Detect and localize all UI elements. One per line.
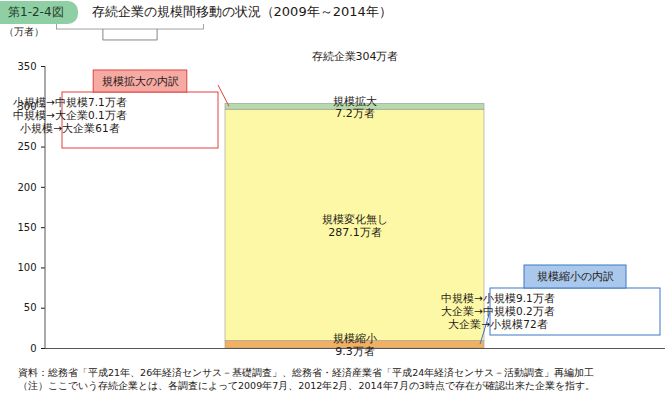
svg-text:存続企業304万者: 存続企業304万者 (312, 50, 399, 63)
svg-text:250: 250 (17, 141, 36, 152)
svg-text:小規模→中規模7.1万者: 小規模→中規模7.1万者 (13, 96, 127, 108)
svg-text:0: 0 (30, 343, 36, 354)
svg-text:規模変化無し287.1万者: 規模変化無し287.1万者 (322, 213, 388, 239)
svg-text:小規模→大企業61者: 小規模→大企業61者 (20, 122, 119, 134)
svg-text:規模縮小9.3万者: 規模縮小9.3万者 (333, 332, 377, 358)
svg-text:規模縮小の内訳: 規模縮小の内訳 (537, 270, 614, 283)
svg-text:大企業→小規模72者: 大企業→小規模72者 (448, 318, 547, 330)
svg-text:200: 200 (17, 182, 36, 193)
html-text:（注）ここでいう存続企業とは、各調査によって2009年7月、: （注）ここでいう存続企業とは、各調査によって2009年7月、2012年2月、20… (18, 380, 595, 391)
svg-text:中規模→小規模9.1万者: 中規模→小規模9.1万者 (441, 292, 555, 304)
svg-text:規模拡大の内訳: 規模拡大の内訳 (102, 75, 179, 88)
html-text:存続企業の規模間移動の状況（2009年～2014年）: 存続企業の規模間移動の状況（2009年～2014年） (91, 4, 392, 19)
svg-text:規模拡大7.2万者: 規模拡大7.2万者 (333, 95, 377, 121)
svg-text:50: 50 (24, 302, 37, 313)
html-text:第1-2-4図: 第1-2-4図 (8, 4, 64, 19)
svg-text:（万者）: （万者） (4, 26, 44, 37)
svg-text:中規模→大企業0.1万者: 中規模→大企業0.1万者 (13, 109, 127, 121)
html-text:資料：総務省「平成21年、26年経済センサス－基礎調査」、総: 資料：総務省「平成21年、26年経済センサス－基礎調査」、総務省・経済産業省「平… (18, 367, 595, 378)
svg-text:大企業→中規模0.2万者: 大企業→中規模0.2万者 (441, 305, 555, 317)
svg-text:350: 350 (17, 61, 36, 72)
svg-text:100: 100 (17, 262, 36, 273)
svg-text:150: 150 (17, 222, 36, 233)
